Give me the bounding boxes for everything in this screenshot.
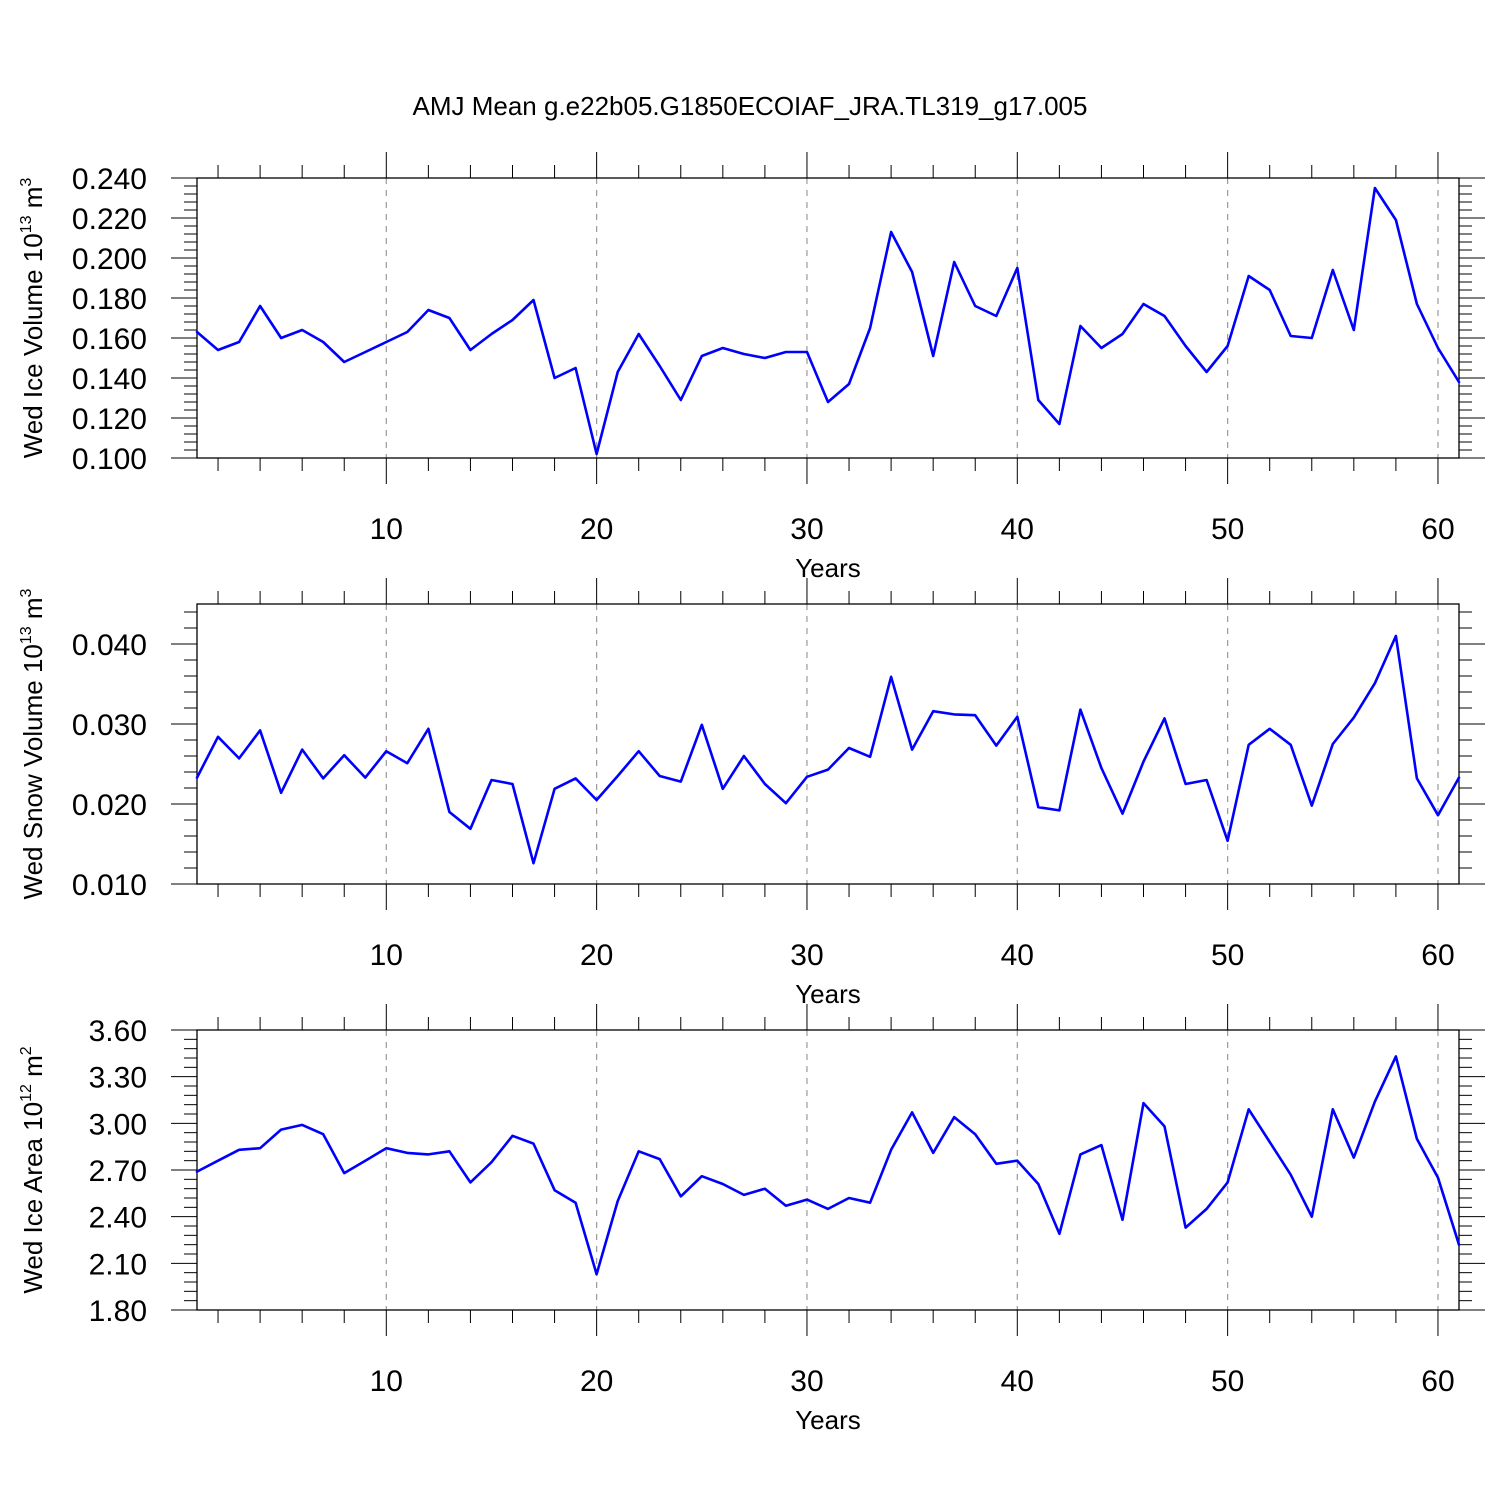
y-axis-label: Wed Ice Volume 1013 m3: [18, 178, 48, 459]
y-tick-label: 0.240: [72, 163, 147, 196]
y-tick-label: 3.00: [89, 1108, 147, 1141]
y-tick-label: 0.220: [72, 203, 147, 236]
x-tick-label: 30: [790, 513, 823, 546]
panels: 0.100 0.120 0.140 0.160 0.180 0.200 0.220 0.240…: [18, 152, 1485, 1435]
plot-frame: [196, 603, 1460, 885]
y-tick-label: 2.10: [89, 1248, 147, 1281]
x-tick-label: 10: [370, 939, 403, 972]
y-tick-label: 0.140: [72, 363, 147, 396]
y-tick-label: 0.040: [72, 629, 147, 662]
y-tick-label: 0.120: [72, 403, 147, 436]
y-tick-label: 0.010: [72, 869, 147, 902]
x-tick-label: 10: [370, 513, 403, 546]
y-tick-label: 3.30: [89, 1062, 147, 1095]
x-tick-label: 40: [1001, 513, 1034, 546]
x-tick-label: 50: [1211, 1365, 1244, 1398]
chart-panel-1: 0.100 0.120 0.140 0.160 0.180 0.200 0.220 0.240…: [18, 152, 1485, 583]
chart-panel-2: 0.010 0.020 0.030 0.040 10 20 30 40 50 60 Years Wed…: [18, 578, 1485, 1009]
x-tick-label: 40: [1001, 939, 1034, 972]
y-tick-label: 0.100: [72, 443, 147, 476]
y-tick-label: 0.200: [72, 243, 147, 276]
y-tick-label: 1.80: [89, 1295, 147, 1328]
y-tick-label: 0.030: [72, 709, 147, 742]
y-axis-label: Wed Ice Area 1012 m2: [18, 1046, 48, 1293]
x-axis-label: Years: [795, 1405, 861, 1435]
x-axis-label: Years: [795, 553, 861, 583]
y-axis-label: Wed Snow Volume 1013 m3: [18, 588, 48, 899]
x-tick-label: 40: [1001, 1365, 1034, 1398]
x-tick-label: 20: [580, 1365, 613, 1398]
y-tick-label: 0.160: [72, 323, 147, 356]
x-tick-label: 50: [1211, 513, 1244, 546]
y-tick-label: 3.60: [89, 1015, 147, 1048]
x-tick-label: 20: [580, 939, 613, 972]
x-tick-label: 20: [580, 513, 613, 546]
x-tick-label: 30: [790, 1365, 823, 1398]
x-tick-label: 10: [370, 1365, 403, 1398]
series-line-1: [195, 186, 1461, 456]
series-line-1: [195, 1055, 1461, 1276]
figure-title: AMJ Mean g.e22b05.G1850ECOIAF_JRA.TL319_…: [413, 91, 1088, 121]
x-tick-label: 60: [1421, 939, 1454, 972]
y-tick-label: 0.180: [72, 283, 147, 316]
x-tick-label: 50: [1211, 939, 1244, 972]
x-axis-label: Years: [795, 979, 861, 1009]
series-line-1: [195, 634, 1461, 865]
plot-frame: [196, 177, 1460, 459]
y-tick-label: 2.70: [89, 1155, 147, 1188]
x-tick-label: 60: [1421, 513, 1454, 546]
chart-panel-3: 1.80 2.10 2.40 2.70 3.00 3.30 3.60 10 20 30 40 50 60…: [18, 1004, 1485, 1435]
x-tick-label: 60: [1421, 1365, 1454, 1398]
y-tick-label: 0.020: [72, 789, 147, 822]
y-tick-label: 2.40: [89, 1202, 147, 1235]
x-tick-label: 30: [790, 939, 823, 972]
